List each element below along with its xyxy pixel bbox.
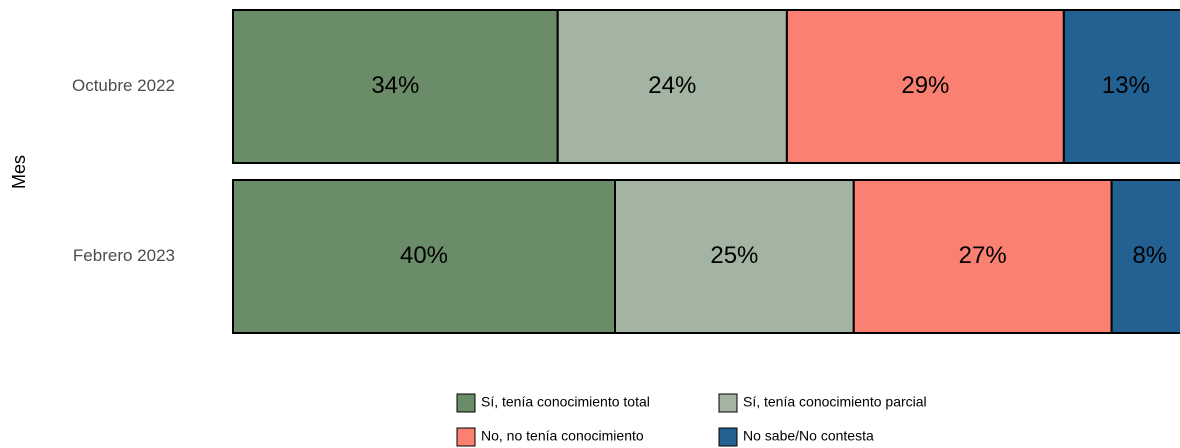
- value-label: 34%: [371, 72, 419, 99]
- value-label: 24%: [648, 72, 696, 99]
- bar-segment: [232, 179, 616, 334]
- value-label: 27%: [959, 242, 1007, 269]
- y-axis-label: Mes: [9, 155, 29, 189]
- bar-segment: [556, 9, 788, 164]
- bar-segment: [232, 9, 559, 164]
- bar-segment: [1062, 9, 1180, 164]
- bar-segment: [614, 179, 855, 334]
- legend-swatch: [718, 427, 738, 447]
- bar-segment: [1110, 179, 1180, 334]
- legend-label: Sí, tenía conocimiento total: [481, 394, 650, 410]
- legend-label: No, no tenía conocimiento: [481, 428, 644, 444]
- legend-label: Sí, tenía conocimiento parcial: [743, 394, 927, 410]
- bar-segment: [785, 9, 1065, 164]
- bar-segment: [852, 179, 1113, 334]
- value-label: 13%: [1102, 72, 1150, 99]
- y-tick-label: Febrero 2023: [73, 246, 175, 265]
- value-label: 8%: [1132, 242, 1167, 269]
- legend-swatch: [456, 393, 476, 413]
- value-label: 29%: [901, 72, 949, 99]
- legend-swatch: [718, 393, 738, 413]
- value-label: 25%: [710, 242, 758, 269]
- legend-label: No sabe/No contesta: [743, 428, 874, 444]
- legend-swatch: [456, 427, 476, 447]
- value-label: 40%: [400, 242, 448, 269]
- y-tick-label: Octubre 2022: [72, 76, 175, 95]
